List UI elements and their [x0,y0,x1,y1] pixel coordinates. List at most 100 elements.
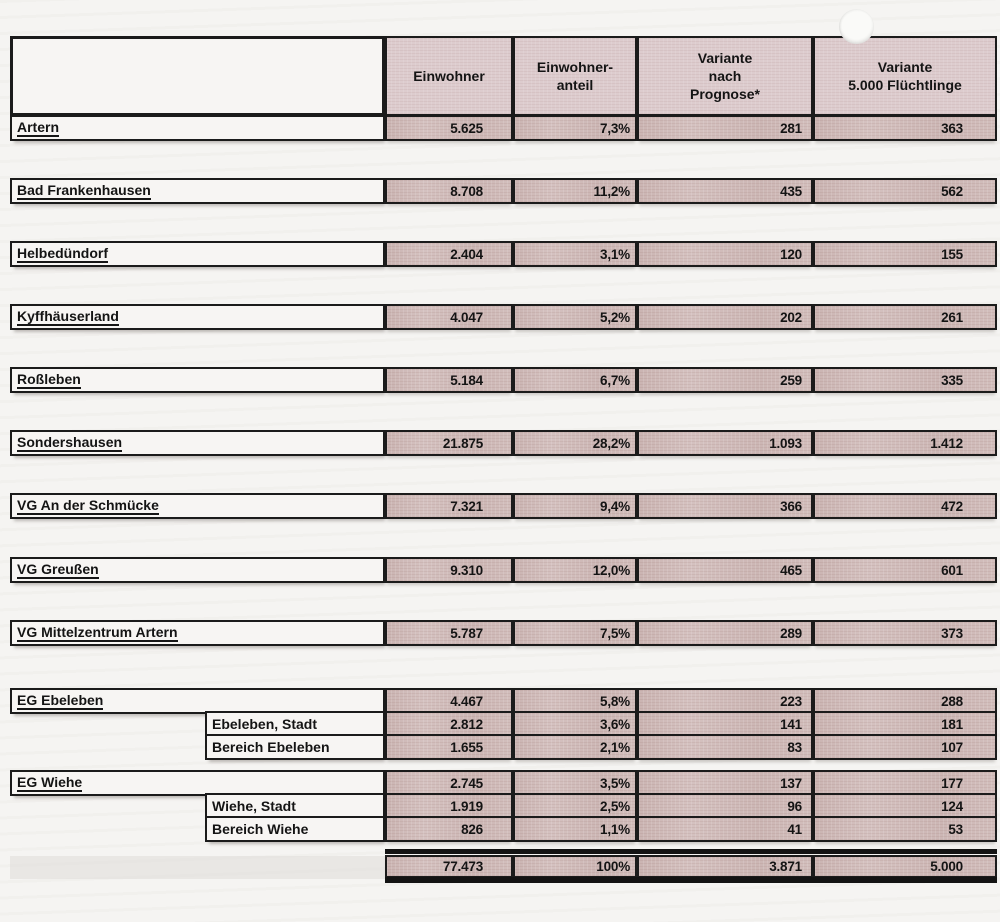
variante-prognose-cell: 41 [637,816,813,842]
einwohner-cell: 2.812 [385,711,513,737]
variante-fluechtlinge-cell: 177 [813,770,997,796]
variante-fluechtlinge-cell: 373 [813,620,997,646]
einwohner-cell: 8.708 [385,178,513,204]
total-einwohner-cell: 77.473 [385,855,513,878]
row-name-cell: Artern [10,115,385,141]
einwohner-cell: 4.047 [385,304,513,330]
einwohner-cell: 1.655 [385,734,513,760]
total-variante-prognose-cell: 3.871 [637,855,813,878]
variante-prognose-cell: 259 [637,367,813,393]
header-cell-variante-fluechtlinge: Variante 5.000 Flüchtlinge [813,36,997,116]
einwohner-anteil-cell: 3,6% [513,711,637,737]
variante-prognose-cell: 435 [637,178,813,204]
variante-prognose-cell: 141 [637,711,813,737]
einwohner-cell: 7.321 [385,493,513,519]
einwohner-anteil-cell: 7,3% [513,115,637,141]
einwohner-anteil-cell: 1,1% [513,816,637,842]
einwohner-anteil-cell: 12,0% [513,557,637,583]
einwohner-cell: 21.875 [385,430,513,456]
total-einwohner-anteil-cell: 100% [513,855,637,878]
einwohner-anteil-cell: 3,1% [513,241,637,267]
row-name-label: Sondershausen [17,434,123,453]
row-name-cell: Wiehe, Stadt [205,793,385,819]
total-variante-fluechtlinge-cell: 5.000 [813,855,997,878]
scan-ghost-band [10,856,385,879]
row-name-label: VG Mittelzentrum Artern [17,624,178,643]
einwohner-anteil-cell: 2,5% [513,793,637,819]
row-name-cell: Roßleben [10,367,385,393]
row-name-label: Bereich Ebeleben [212,739,330,755]
variante-prognose-cell: 202 [637,304,813,330]
row-name-label: VG Greußen [17,561,99,580]
header-cell-einwohner-anteil: Einwohner- anteil [513,36,637,116]
row-name-cell: Kyffhäuserland [10,304,385,330]
variante-fluechtlinge-cell: 363 [813,115,997,141]
variante-prognose-cell: 289 [637,620,813,646]
einwohner-cell: 5.787 [385,620,513,646]
einwohner-anteil-cell: 5,2% [513,304,637,330]
row-name-label: EG Ebeleben [17,692,104,711]
einwohner-anteil-cell: 9,4% [513,493,637,519]
row-name-cell: EG Ebeleben [10,688,385,714]
row-name-label: Ebeleben, Stadt [212,716,318,732]
row-name-cell: Bereich Ebeleben [205,734,385,760]
row-name-label: VG An der Schmücke [17,497,159,516]
variante-fluechtlinge-cell: 1.412 [813,430,997,456]
row-name-label: Helbedündorf [17,245,108,264]
punch-hole [839,9,874,44]
variante-prognose-cell: 366 [637,493,813,519]
variante-prognose-cell: 137 [637,770,813,796]
row-name-cell: Helbedündorf [10,241,385,267]
variante-fluechtlinge-cell: 472 [813,493,997,519]
variante-prognose-cell: 465 [637,557,813,583]
total-bottom-rule [385,877,997,883]
variante-prognose-cell: 83 [637,734,813,760]
einwohner-cell: 1.919 [385,793,513,819]
row-name-label: Roßleben [17,371,81,390]
variante-prognose-cell: 281 [637,115,813,141]
einwohner-cell: 9.310 [385,557,513,583]
einwohner-cell: 5.625 [385,115,513,141]
einwohner-anteil-cell: 6,7% [513,367,637,393]
row-name-label: Bad Frankenhausen [17,182,151,201]
variante-prognose-cell: 96 [637,793,813,819]
variante-fluechtlinge-cell: 261 [813,304,997,330]
header-cell-name-column [10,36,385,116]
einwohner-cell: 5.184 [385,367,513,393]
row-name-cell: VG Greußen [10,557,385,583]
row-name-cell: VG Mittelzentrum Artern [10,620,385,646]
row-name-cell: Bad Frankenhausen [10,178,385,204]
variante-fluechtlinge-cell: 601 [813,557,997,583]
header-cell-einwohner: Einwohner [385,36,513,116]
row-name-label: Wiehe, Stadt [212,798,296,814]
row-name-cell: VG An der Schmücke [10,493,385,519]
row-name-cell: EG Wiehe [10,770,385,796]
row-name-cell: Sondershausen [10,430,385,456]
variante-fluechtlinge-cell: 181 [813,711,997,737]
einwohner-cell: 826 [385,816,513,842]
variante-fluechtlinge-cell: 155 [813,241,997,267]
einwohner-anteil-cell: 28,2% [513,430,637,456]
variante-fluechtlinge-cell: 335 [813,367,997,393]
variante-prognose-cell: 120 [637,241,813,267]
row-name-label: Bereich Wiehe [212,821,309,837]
variante-fluechtlinge-cell: 124 [813,793,997,819]
row-name-label: EG Wiehe [17,774,83,793]
row-name-cell: Bereich Wiehe [205,816,385,842]
row-name-cell: Ebeleben, Stadt [205,711,385,737]
variante-fluechtlinge-cell: 107 [813,734,997,760]
einwohner-anteil-cell: 11,2% [513,178,637,204]
header-cell-variante-prognose: Variante nach Prognose* [637,36,813,116]
variante-prognose-cell: 1.093 [637,430,813,456]
einwohner-cell: 4.467 [385,688,513,714]
variante-fluechtlinge-cell: 562 [813,178,997,204]
einwohner-anteil-cell: 5,8% [513,688,637,714]
row-name-label: Kyffhäuserland [17,308,119,327]
total-top-rule [385,849,997,854]
variante-fluechtlinge-cell: 53 [813,816,997,842]
einwohner-cell: 2.745 [385,770,513,796]
einwohner-anteil-cell: 2,1% [513,734,637,760]
einwohner-anteil-cell: 7,5% [513,620,637,646]
row-name-label: Artern [17,119,60,138]
